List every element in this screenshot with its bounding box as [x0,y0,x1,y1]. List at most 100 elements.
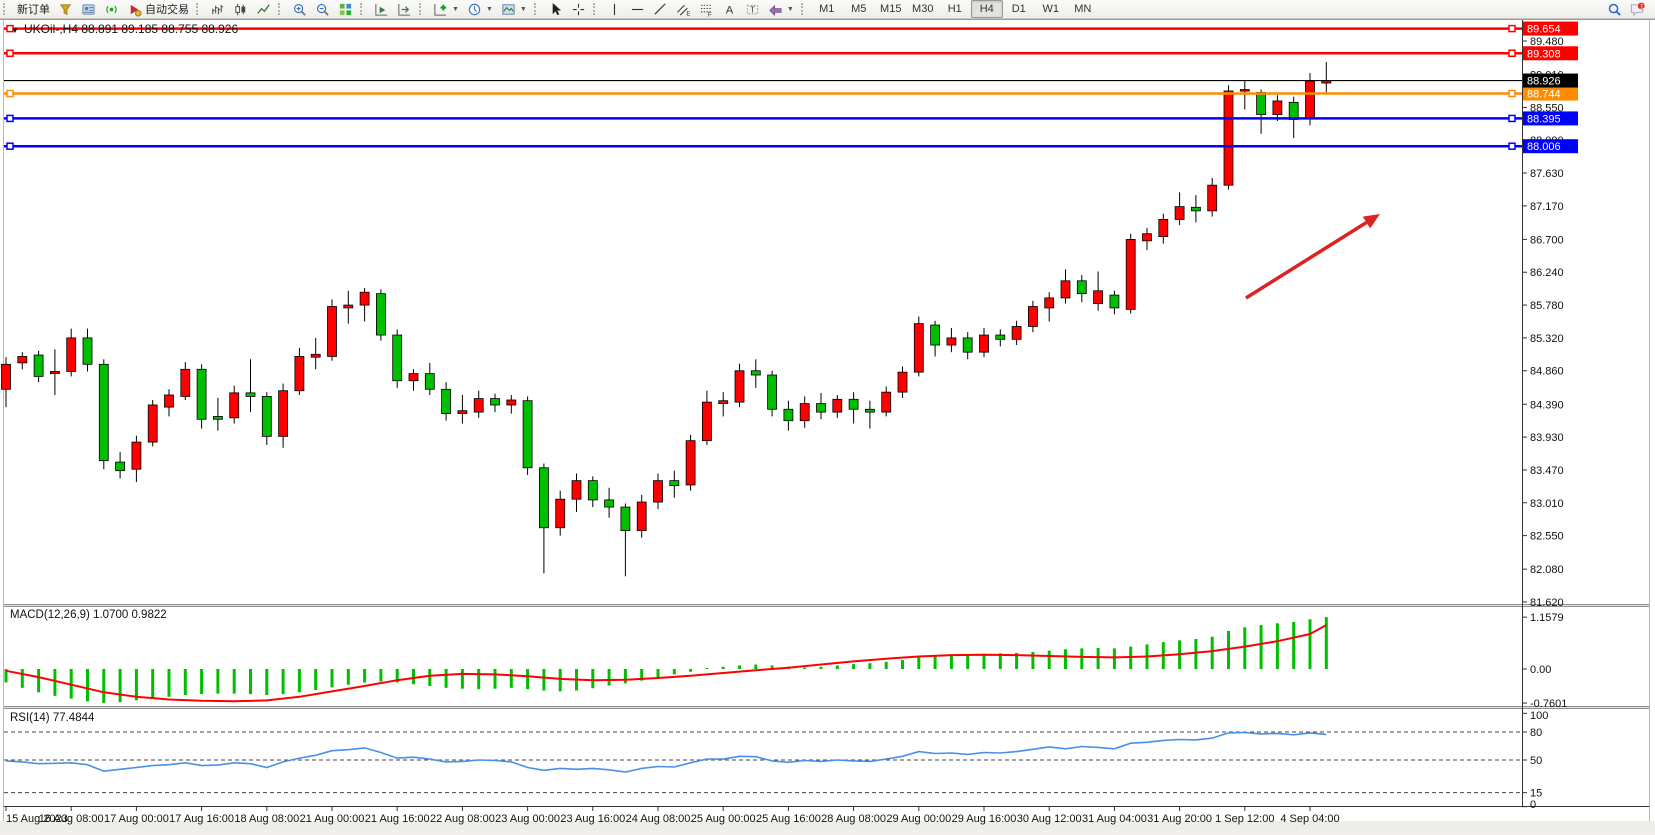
add-indicator-button[interactable]: ▼ [429,0,463,18]
zoom-in-button[interactable] [288,0,311,18]
charts-stack-button[interactable] [54,0,77,18]
chart-candles-button[interactable] [229,0,252,18]
macd-signal-line [5,624,1327,703]
candle [522,396,533,475]
candle [17,352,28,370]
candle [979,327,989,358]
time-label: 17 Aug 16:00 [169,813,234,825]
svg-text:87.630: 87.630 [1530,168,1564,180]
hline-object-88.006[interactable]: 88.006 [4,139,1578,154]
line-handle[interactable] [6,89,14,98]
candle [685,434,696,491]
tf-h4-button[interactable]: H4 [970,0,1003,18]
periods-button[interactable]: ▼ [463,0,497,18]
market-signals-button[interactable] [100,0,123,18]
candle [33,350,44,383]
toolbar: 新订单 自动交易 ▼ ▼ ▼ E F A T ▼ M1 M5 M15 M30 H1 H4 D1 W1 MN 1 [0,0,1655,19]
profile-button[interactable] [77,0,100,18]
candle [164,389,174,417]
candle [734,363,745,408]
pane-separator[interactable] [4,604,1649,607]
text-button[interactable]: A [718,0,741,18]
tile-icon [339,3,352,15]
price-badge [1523,46,1578,61]
candle [408,369,419,391]
hline-object-88.744[interactable]: 88.744 [4,86,1578,101]
autotrading-button[interactable]: 自动交易 [123,0,193,18]
candle [604,487,614,518]
notifications-button[interactable]: 1 [1626,0,1649,18]
tf-h1-label: H1 [947,3,962,15]
hline-object-88.395[interactable]: 88.395 [4,111,1578,126]
arrows-icon [769,4,782,16]
tf-m1-button[interactable]: M1 [811,0,843,18]
tf-m30-button[interactable]: M30 [907,0,939,18]
tf-m1-label: M1 [819,3,835,15]
tf-h1-button[interactable]: H1 [939,0,971,18]
zoom-out-button[interactable] [311,0,334,18]
svg-text:84.390: 84.390 [1530,399,1564,411]
candle [767,370,777,417]
hline-object-89.308[interactable]: 89.308 [4,46,1578,61]
svg-text:82.550: 82.550 [1530,531,1564,543]
svg-text:84.860: 84.860 [1530,366,1564,378]
candle [995,329,1006,347]
horizontal-line-button[interactable] [626,0,649,18]
candle [490,393,500,413]
templates-button[interactable]: ▼ [497,0,531,18]
cursor-button[interactable] [544,0,567,18]
candle [359,287,370,322]
tf-m5-button[interactable]: M5 [843,0,875,18]
tf-w1-label: W1 [1042,3,1060,15]
svg-text:89.308: 89.308 [1527,48,1561,60]
cursor-icon [552,2,561,15]
trend-arrow-annotation[interactable] [1245,214,1380,300]
auto-scroll-button[interactable] [370,0,393,18]
time-label: 22 Aug 08:00 [430,813,495,825]
window-bottom-strip [0,821,1655,830]
line-handle[interactable] [6,114,14,123]
line-handle[interactable] [1508,24,1516,33]
candle [620,503,631,577]
chart-shift-button[interactable] [393,0,416,18]
arrows-button[interactable]: ▼ [764,0,798,18]
time-label: 24 Aug 08:00 [626,813,691,825]
crosshair-button[interactable] [567,0,590,18]
text-label-button[interactable]: T [741,0,764,18]
chart-line-button[interactable] [252,0,275,18]
svg-text:81.620: 81.620 [1530,597,1564,609]
line-handle[interactable] [1508,89,1516,98]
svg-text:82.080: 82.080 [1530,564,1564,576]
tf-m15-button[interactable]: M15 [875,0,907,18]
linechart-icon [257,3,270,14]
candle [261,392,272,445]
vertical-line-button[interactable] [603,0,626,18]
fibonacci-button[interactable]: F [695,0,718,18]
tf-w1-button[interactable]: W1 [1035,0,1067,18]
search-button[interactable] [1603,0,1626,18]
candle [392,329,403,388]
chart-bars-button[interactable] [206,0,229,18]
tile-windows-button[interactable] [334,0,357,18]
chart-dropdown-icon[interactable]: ▼ [11,26,19,35]
tf-d1-button[interactable]: D1 [1003,0,1035,18]
trendline-button[interactable] [649,0,672,18]
line-handle[interactable] [1508,142,1516,150]
time-label: 16 Aug 08:00 [39,813,104,825]
chart-title: UKOil-,H4 88.891 89.185 88.755 88.926 [24,22,238,36]
line-handle[interactable] [1508,114,1516,123]
time-label: 23 Aug 00:00 [495,813,560,825]
candles-icon [235,3,246,15]
tf-mn-button[interactable]: MN [1067,0,1099,18]
hline-object-89.654[interactable]: 89.654 [4,21,1578,36]
line-handle[interactable] [6,24,14,33]
new-order-button[interactable]: 新订单 [13,0,54,18]
svg-text:100: 100 [1530,710,1548,722]
pane-separator[interactable] [4,706,1649,709]
line-handle[interactable] [6,142,14,150]
candle [1044,292,1055,322]
equidistant-channel-button[interactable]: E [672,0,695,18]
line-handle[interactable] [1508,49,1516,58]
line-handle[interactable] [6,49,14,58]
